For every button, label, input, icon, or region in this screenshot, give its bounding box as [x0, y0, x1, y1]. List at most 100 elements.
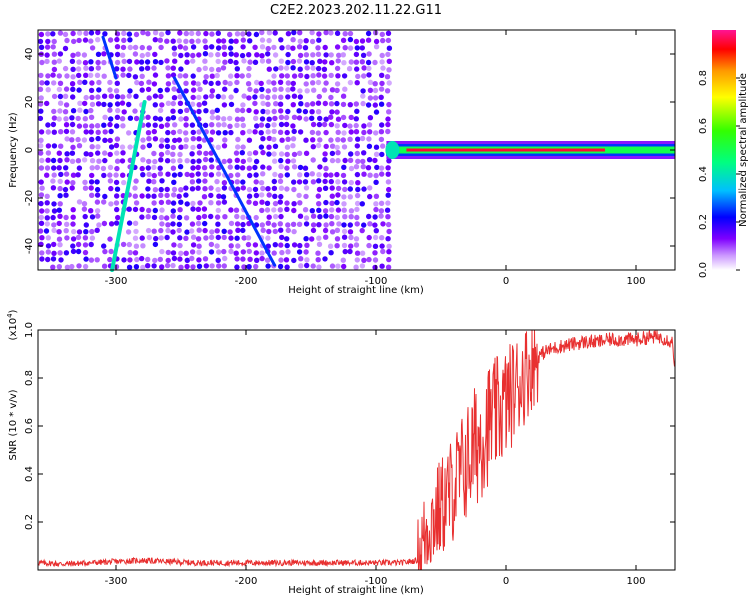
spectrogram-cell: [227, 158, 233, 164]
spectrogram-cell: [165, 222, 171, 228]
spectrogram-cell: [359, 227, 365, 234]
spectrogram-cell: [146, 136, 152, 142]
spectrogram-cell: [335, 179, 341, 185]
spectrogram-cell: [38, 165, 45, 171]
spectrogram-cell: [334, 243, 340, 249]
spectrogram-x-ticks: -300 -200 -100 0 100: [105, 30, 646, 287]
spectrogram-cell: [170, 144, 176, 151]
spectrogram-cell: [347, 30, 354, 37]
spectrogram-cell: [57, 100, 64, 106]
spectrogram-cell: [196, 66, 202, 73]
spectrogram-cell: [132, 206, 139, 213]
spectrogram-cell: [245, 235, 252, 241]
spectrogram-cell: [361, 222, 367, 228]
spectrogram-cell: [57, 213, 63, 219]
spectrogram-cell: [233, 207, 240, 213]
spectrogram-cell: [310, 222, 317, 228]
spectrogram-cell: [335, 157, 341, 164]
spectrogram-cell: [265, 51, 271, 57]
spectrogram-cell: [140, 137, 146, 143]
spectrogram-cell: [234, 79, 240, 86]
spectrogram-cell: [184, 158, 190, 164]
spectrogram-cell: [62, 109, 69, 115]
spectrogram-cell: [88, 241, 94, 248]
spectrogram-cell: [336, 52, 342, 58]
spectrogram-cell: [51, 51, 58, 57]
spectrogram-cell: [311, 87, 317, 93]
spectrogram-cell: [266, 79, 272, 85]
spectrogram-cell: [208, 200, 214, 206]
spectrogram-cell: [367, 87, 374, 94]
spectrogram-cell: [266, 165, 272, 171]
spectrogram-cell: [215, 122, 222, 128]
spectrogram-cell: [354, 221, 360, 227]
spectrogram-cell: [341, 222, 347, 228]
spectrogram-cell: [366, 234, 372, 241]
spectrogram-cell: [235, 186, 241, 192]
spectrogram-cell: [177, 256, 183, 262]
spectrogram-cell: [323, 165, 329, 172]
snr-y-tick-label: 0.8: [24, 370, 35, 386]
spectrogram-cell: [316, 235, 322, 241]
spectrogram-cell: [297, 30, 303, 36]
spectrogram-cell: [56, 229, 62, 235]
spectrogram-cell: [151, 179, 157, 185]
spectrogram-cell: [252, 164, 258, 171]
spectrogram-cell: [70, 221, 76, 227]
spectrogram-cell: [170, 213, 176, 219]
spectrogram-cell: [139, 255, 145, 262]
spectrogram-cell: [266, 30, 273, 36]
spectrogram-cell: [101, 199, 107, 205]
spectrogram-cell: [384, 88, 391, 94]
snr-frame: [37, 329, 676, 571]
spectrogram-cell: [152, 122, 158, 128]
spectrogram-cell: [75, 51, 81, 57]
spectrogram-cell: [134, 79, 140, 86]
spectrogram-cell: [44, 215, 50, 221]
spectrogram-cell: [373, 109, 380, 115]
spectrogram-cell: [158, 143, 165, 149]
spectrogram-cell: [303, 137, 309, 143]
spectrogram-cell: [138, 80, 145, 87]
spectrogram-cell: [291, 242, 298, 248]
spectrogram-cell: [329, 143, 336, 149]
spectrogram-cell: [278, 164, 284, 170]
spectrogram-cell: [277, 199, 283, 205]
spectrogram-cell: [378, 208, 385, 214]
spectrogram-cell: [367, 185, 373, 191]
spectrogram-cell: [315, 250, 321, 256]
spectrogram-cell: [75, 241, 82, 248]
spectrogram-cell: [322, 256, 328, 262]
snr-x-label: Height of straight line (km): [288, 585, 424, 596]
spectrogram-cell: [228, 101, 235, 108]
spectrogram-cell: [151, 172, 157, 179]
spectrogram-cell: [309, 38, 316, 45]
spectrogram-cell: [177, 128, 183, 135]
spectrogram-cell: [240, 185, 246, 191]
spectrogram-cell: [260, 227, 266, 233]
spectrogram-cell: [355, 186, 361, 193]
spectrogram-cell: [152, 30, 159, 36]
spectrogram-cell: [259, 207, 265, 214]
spectrogram-cell: [379, 31, 385, 38]
spectrogram-cell: [44, 58, 50, 65]
spectrogram-cell: [102, 150, 108, 156]
spectrogram-cell: [208, 213, 214, 220]
spectrogram-cell: [284, 172, 290, 178]
spectrogram-cell: [304, 73, 310, 80]
spectrogram-cell: [209, 122, 215, 128]
spectrogram-cell: [152, 241, 159, 248]
spectrogram-cell: [367, 172, 373, 178]
spectrogram-cell: [284, 206, 290, 212]
spectrogram-cell: [152, 115, 159, 122]
spectrogram-cell: [183, 130, 189, 136]
spectrogram-cell: [139, 214, 145, 220]
spectrogram-cell: [271, 80, 277, 86]
spectrogram-cell: [209, 31, 215, 37]
spectrogram-cell: [259, 199, 265, 205]
spectrogram-cell: [88, 66, 95, 72]
spectrogram-cell: [51, 66, 58, 73]
spectrogram-cell: [101, 101, 107, 108]
spectrogram-cell: [71, 228, 77, 235]
spectrogram-cell: [303, 38, 309, 44]
